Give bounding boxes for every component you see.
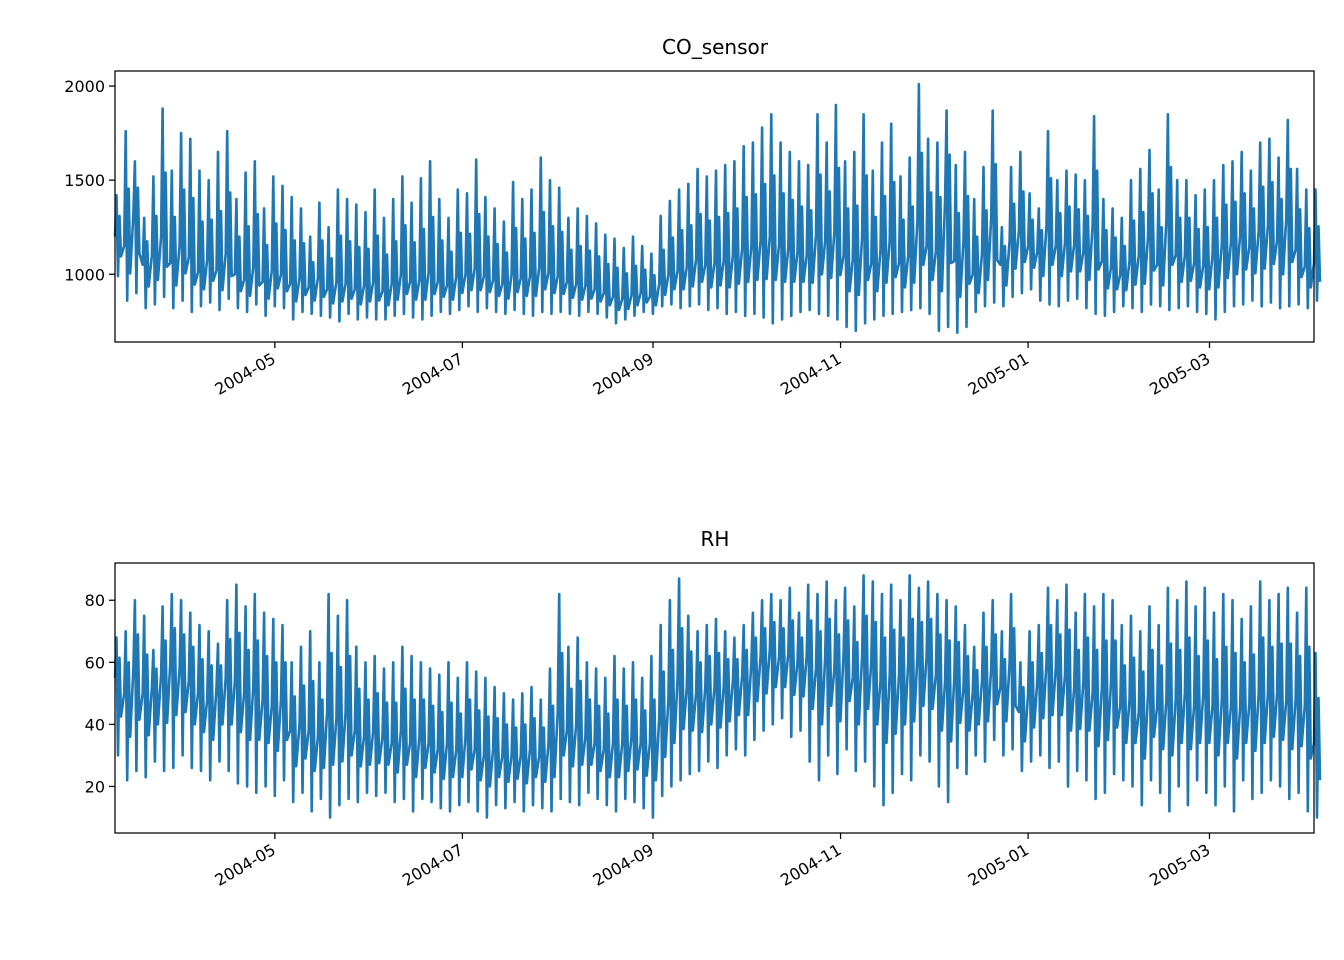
co-sensor-series (113, 82, 1322, 334)
co-sensor-y-axis: 1000 1500 2000 (64, 77, 115, 284)
co-sensor-y-tick-label-0: 1000 (64, 265, 105, 284)
rh-series (113, 574, 1322, 819)
rh-series-line-0 (113, 574, 1322, 819)
rh-y-tick-label-1: 40 (85, 715, 105, 734)
co-sensor-y-tick-label-1: 1500 (64, 171, 105, 190)
co-sensor-y-tick-label-2: 2000 (64, 77, 105, 96)
rh-y-tick-label-0: 20 (85, 777, 105, 796)
rh-plot-frame (114, 562, 1315, 834)
rh-title: RH (701, 527, 730, 551)
rh-y-axis: 20 40 60 80 (85, 591, 115, 796)
co-sensor-series-line-0 (113, 82, 1322, 334)
rh-y-tick-label-2: 60 (85, 653, 105, 672)
co-sensor-plot-frame (114, 70, 1315, 343)
co-sensor-title: CO_sensor (662, 35, 769, 59)
rh-y-tick-label-3: 80 (85, 591, 105, 610)
